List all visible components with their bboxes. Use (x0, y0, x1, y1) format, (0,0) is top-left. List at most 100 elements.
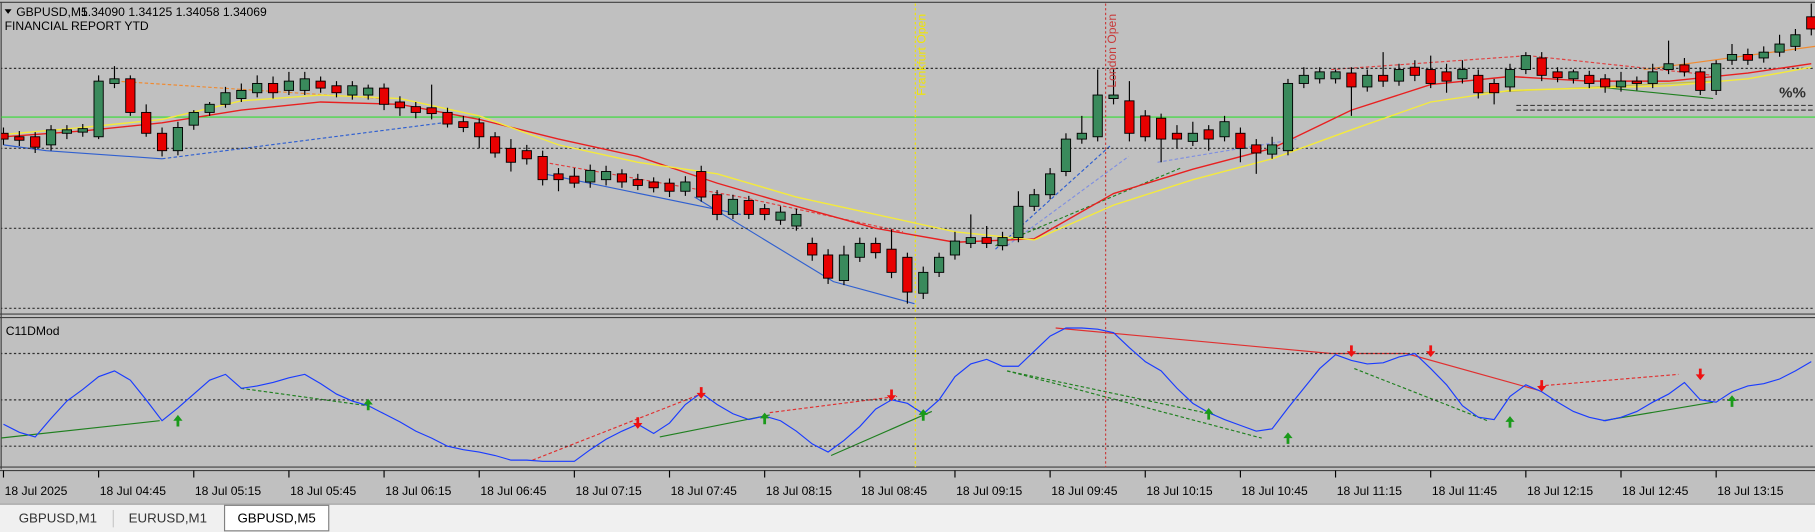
candle-body (1251, 144, 1262, 154)
candle-body (1584, 74, 1595, 84)
candle-body (1425, 69, 1436, 84)
x-tick-label: 18 Jul 2025 (5, 484, 68, 498)
candle-body (1108, 94, 1119, 99)
candle-body (585, 169, 596, 183)
candle-body (1, 132, 9, 140)
signal-arrow (1346, 345, 1357, 357)
candle-body (442, 111, 453, 125)
candle-body (1473, 74, 1484, 94)
candle-body (1600, 78, 1611, 88)
tab-bar: GBPUSD,M1 EURUSD,M1 GBPUSD,M5 (0, 503, 1815, 532)
candle-body (220, 92, 231, 105)
trendline (830, 410, 933, 457)
candle-body (1219, 121, 1230, 138)
indicator-panel (1, 327, 1815, 462)
indicator-title: C11DMod (6, 324, 60, 338)
x-tick-label: 18 Jul 12:15 (1527, 484, 1593, 498)
tab[interactable]: GBPUSD,M5 (223, 504, 330, 532)
trendline (694, 196, 915, 305)
trendline (1354, 368, 1488, 422)
candle-body (1314, 71, 1325, 80)
candle-body (600, 171, 612, 181)
menu-triangle[interactable] (4, 9, 12, 14)
signal-arrow (918, 409, 928, 421)
candle-body (1647, 71, 1658, 84)
candle-body (1711, 63, 1722, 91)
candle-body (1203, 129, 1214, 140)
x-tick-label: 18 Jul 09:45 (1051, 484, 1117, 498)
candle-body (1520, 55, 1531, 71)
candle-body (886, 248, 897, 273)
moving-average (3, 66, 1812, 241)
trendline (161, 121, 452, 160)
signal-arrow (1505, 416, 1515, 428)
trendline (240, 387, 368, 407)
x-tick-label: 18 Jul 07:45 (671, 484, 737, 498)
candle-body (93, 80, 104, 138)
candle-body (664, 182, 675, 192)
signal-arrow (1537, 380, 1547, 392)
signal-arrow (696, 387, 706, 399)
tab[interactable]: EURUSD,M1 (113, 506, 223, 530)
candle-body (759, 208, 770, 215)
tab-background (113, 506, 223, 530)
candle-body (1076, 132, 1087, 140)
tab-label[interactable]: EURUSD,M1 (129, 511, 207, 526)
trendline (532, 392, 704, 461)
candle-body (1679, 64, 1690, 73)
signal-arrow (886, 389, 897, 402)
candle-body (1536, 57, 1547, 76)
candle-body (1171, 132, 1183, 140)
candle-body (1267, 144, 1278, 155)
trendline (3, 144, 163, 160)
candle-body (537, 156, 548, 181)
candle-body (236, 89, 247, 99)
candle-body (1758, 51, 1769, 59)
signal-arrow (760, 412, 770, 425)
moving-average (3, 63, 1812, 243)
candle-body (1568, 71, 1579, 80)
candle-body (363, 87, 374, 96)
time-axis: 18 Jul 2025 18 Jul 04:45 18 Jul 05:15 18 Ju… (2, 470, 1784, 498)
candle-body (823, 254, 834, 279)
candle-body (1695, 71, 1706, 91)
candle-body (14, 136, 25, 141)
candle-body (1282, 82, 1294, 152)
x-tick-label: 18 Jul 10:45 (1242, 484, 1308, 498)
candle-body (1457, 69, 1468, 80)
candle-body (61, 129, 72, 134)
candle-body (1346, 72, 1357, 88)
x-tick-label: 18 Jul 11:15 (1337, 484, 1403, 498)
candle-body (981, 237, 992, 244)
x-tick-label: 18 Jul 04:45 (100, 484, 166, 498)
event-label: London Open (1105, 14, 1119, 88)
candle-body (299, 78, 310, 91)
candle-body (45, 129, 57, 146)
signal-arrow (1727, 395, 1737, 407)
tab-label[interactable]: GBPUSD,M5 (237, 511, 315, 526)
x-tick-label: 18 Jul 06:15 (385, 484, 451, 498)
candle-body (870, 242, 881, 254)
candle-body (267, 82, 279, 94)
report-label: FINANCIAL REPORT YTD (5, 19, 149, 33)
signal-arrow (1283, 432, 1293, 444)
tab[interactable]: GBPUSD,M1 (2, 506, 115, 530)
candle-body (696, 171, 707, 198)
x-tick-label: 18 Jul 08:45 (861, 484, 927, 498)
candle-body (1362, 74, 1373, 88)
candle-body (553, 173, 564, 181)
trendline (1157, 138, 1297, 163)
trendlines (1, 327, 1714, 461)
tab-background (223, 504, 330, 532)
tab-label[interactable]: GBPUSD,M1 (19, 511, 97, 526)
candle-body (521, 150, 532, 160)
candle-body (648, 181, 659, 189)
candle-body (1742, 54, 1753, 61)
candle-body (378, 87, 390, 105)
candle-body (283, 80, 295, 91)
trendline (1597, 86, 1714, 100)
signal-arrow (633, 417, 643, 429)
candle-body (30, 136, 41, 148)
candle-body (1235, 132, 1246, 149)
